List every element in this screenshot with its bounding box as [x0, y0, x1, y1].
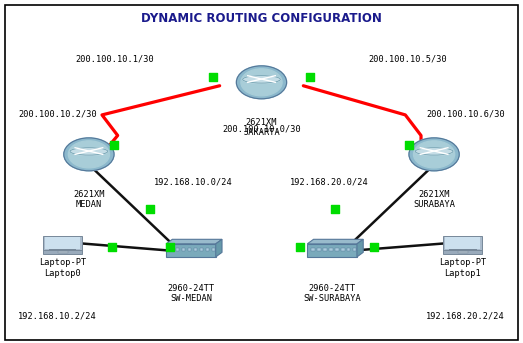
Circle shape: [414, 141, 454, 168]
FancyBboxPatch shape: [307, 244, 357, 257]
Ellipse shape: [415, 148, 453, 155]
Text: 2621XM
SURABAYA: 2621XM SURABAYA: [413, 190, 455, 209]
Bar: [353, 248, 357, 251]
Bar: [200, 248, 203, 251]
Bar: [182, 248, 186, 251]
Bar: [341, 248, 345, 251]
Point: [209, 74, 218, 80]
Point: [108, 244, 117, 250]
Point: [110, 142, 118, 147]
Bar: [49, 249, 76, 251]
Bar: [206, 248, 209, 251]
FancyBboxPatch shape: [444, 236, 482, 250]
Text: 200.100.10.0/30: 200.100.10.0/30: [222, 125, 301, 134]
Bar: [170, 248, 174, 251]
Point: [405, 142, 413, 147]
Bar: [212, 248, 215, 251]
Bar: [458, 251, 468, 253]
Point: [331, 206, 339, 211]
Polygon shape: [307, 239, 363, 244]
Point: [305, 74, 314, 80]
Text: 192.168.20.0/24: 192.168.20.0/24: [290, 178, 369, 187]
Bar: [176, 248, 179, 251]
Polygon shape: [357, 239, 363, 257]
Bar: [449, 249, 476, 251]
Text: 200.100.10.1/30: 200.100.10.1/30: [75, 55, 154, 63]
Text: 192.168.20.2/24: 192.168.20.2/24: [426, 312, 505, 321]
Bar: [317, 248, 321, 251]
Text: Laptop-PT
Laptop1: Laptop-PT Laptop1: [439, 258, 486, 278]
Bar: [347, 248, 350, 251]
Text: 192.168.10.2/24: 192.168.10.2/24: [18, 312, 97, 321]
Bar: [311, 248, 315, 251]
Circle shape: [64, 138, 114, 171]
Text: 2621XM
JAKARTA: 2621XM JAKARTA: [243, 118, 280, 137]
FancyBboxPatch shape: [166, 244, 215, 257]
Bar: [58, 251, 68, 253]
Circle shape: [409, 138, 459, 171]
FancyBboxPatch shape: [43, 236, 82, 250]
Text: 200.100.10.6/30: 200.100.10.6/30: [426, 109, 505, 118]
Text: 2621XM
MEDAN: 2621XM MEDAN: [73, 190, 105, 209]
Bar: [323, 248, 327, 251]
Text: Laptop-PT
Laptop0: Laptop-PT Laptop0: [39, 258, 86, 278]
Bar: [445, 237, 481, 249]
Text: 2960-24TT
SW-MEDAN: 2960-24TT SW-MEDAN: [167, 284, 214, 303]
Circle shape: [241, 69, 282, 96]
Bar: [188, 248, 191, 251]
Text: 2960-24TT
SW-SURABAYA: 2960-24TT SW-SURABAYA: [303, 284, 361, 303]
Text: 200.100.10.2/30: 200.100.10.2/30: [18, 109, 97, 118]
Polygon shape: [166, 239, 222, 244]
Text: 200.100.10.5/30: 200.100.10.5/30: [369, 55, 448, 63]
Ellipse shape: [243, 76, 280, 83]
Bar: [45, 237, 81, 249]
Point: [295, 244, 304, 250]
Circle shape: [236, 66, 287, 99]
Bar: [329, 248, 333, 251]
Ellipse shape: [70, 148, 108, 155]
Point: [146, 206, 154, 211]
Bar: [335, 248, 338, 251]
FancyBboxPatch shape: [444, 250, 482, 254]
Text: 192.168.10.0/24: 192.168.10.0/24: [154, 178, 233, 187]
FancyBboxPatch shape: [43, 250, 82, 254]
Bar: [194, 248, 197, 251]
Circle shape: [69, 141, 109, 168]
Polygon shape: [215, 239, 222, 257]
Text: DYNAMIC ROUTING CONFIGURATION: DYNAMIC ROUTING CONFIGURATION: [141, 12, 382, 25]
Point: [166, 244, 174, 250]
Point: [370, 244, 378, 250]
